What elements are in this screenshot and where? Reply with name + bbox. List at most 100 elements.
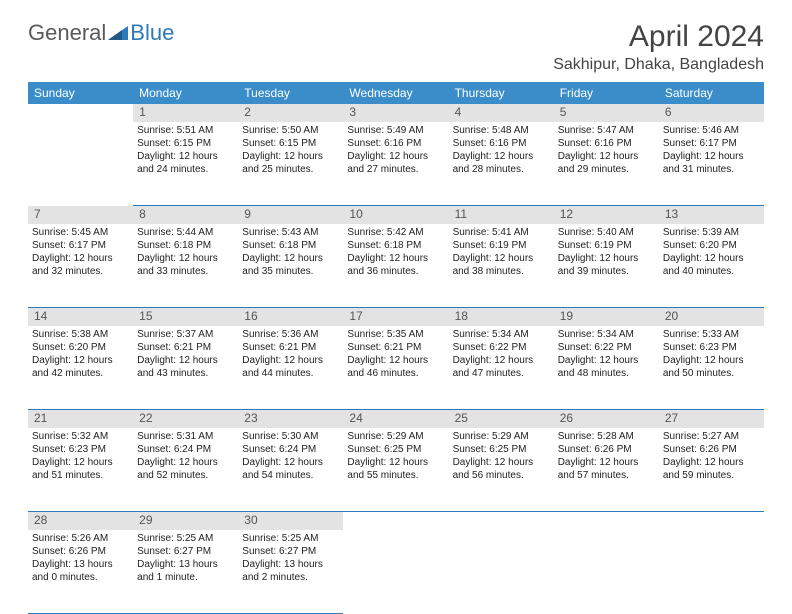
- sunrise-text: Sunrise: 5:38 AM: [32, 328, 129, 341]
- day1-text: Daylight: 12 hours: [558, 456, 655, 469]
- sunrise-text: Sunrise: 5:25 AM: [242, 532, 339, 545]
- weekday-header: Friday: [554, 82, 659, 104]
- day-cell: Sunrise: 5:34 AMSunset: 6:22 PMDaylight:…: [449, 326, 554, 410]
- day2-text: and 51 minutes.: [32, 469, 129, 482]
- day-number: 10: [343, 206, 448, 224]
- day2-text: and 43 minutes.: [137, 367, 234, 380]
- day1-text: Daylight: 13 hours: [242, 558, 339, 571]
- day-number: 24: [343, 410, 448, 428]
- day1-text: Daylight: 12 hours: [663, 354, 760, 367]
- day-cell: Sunrise: 5:41 AMSunset: 6:19 PMDaylight:…: [449, 224, 554, 308]
- day-number: 8: [133, 206, 238, 224]
- day2-text: and 59 minutes.: [663, 469, 760, 482]
- day-cell-content: Sunrise: 5:29 AMSunset: 6:25 PMDaylight:…: [453, 430, 550, 482]
- sunrise-text: Sunrise: 5:43 AM: [242, 226, 339, 239]
- day2-text: and 42 minutes.: [32, 367, 129, 380]
- day1-text: Daylight: 12 hours: [32, 354, 129, 367]
- sunset-text: Sunset: 6:20 PM: [663, 239, 760, 252]
- day-cell-content: Sunrise: 5:26 AMSunset: 6:26 PMDaylight:…: [32, 532, 129, 584]
- sunset-text: Sunset: 6:15 PM: [242, 137, 339, 150]
- day2-text: and 48 minutes.: [558, 367, 655, 380]
- day-number-row: 78910111213: [28, 206, 764, 224]
- sunrise-text: Sunrise: 5:32 AM: [32, 430, 129, 443]
- day-cell: Sunrise: 5:38 AMSunset: 6:20 PMDaylight:…: [28, 326, 133, 410]
- day-number: 23: [238, 410, 343, 428]
- day-cell-content: Sunrise: 5:35 AMSunset: 6:21 PMDaylight:…: [347, 328, 444, 380]
- sunset-text: Sunset: 6:26 PM: [32, 545, 129, 558]
- day-cell: Sunrise: 5:40 AMSunset: 6:19 PMDaylight:…: [554, 224, 659, 308]
- day-number-row: 123456: [28, 104, 764, 122]
- day-cell-content: Sunrise: 5:25 AMSunset: 6:27 PMDaylight:…: [137, 532, 234, 584]
- day-cell: [659, 530, 764, 614]
- day1-text: Daylight: 12 hours: [242, 252, 339, 265]
- sunset-text: Sunset: 6:23 PM: [32, 443, 129, 456]
- calendar-body: 123456Sunrise: 5:51 AMSunset: 6:15 PMDay…: [28, 104, 764, 614]
- day-cell: Sunrise: 5:51 AMSunset: 6:15 PMDaylight:…: [133, 122, 238, 206]
- weekday-header: Monday: [133, 82, 238, 104]
- day-cell-content: Sunrise: 5:31 AMSunset: 6:24 PMDaylight:…: [137, 430, 234, 482]
- sunrise-text: Sunrise: 5:45 AM: [32, 226, 129, 239]
- day-number: 13: [659, 206, 764, 224]
- sunset-text: Sunset: 6:21 PM: [242, 341, 339, 354]
- day2-text: and 32 minutes.: [32, 265, 129, 278]
- day-number: 1: [133, 104, 238, 122]
- sunset-text: Sunset: 6:16 PM: [558, 137, 655, 150]
- day1-text: Daylight: 12 hours: [453, 252, 550, 265]
- day-cell-content: Sunrise: 5:37 AMSunset: 6:21 PMDaylight:…: [137, 328, 234, 380]
- day-cell: [28, 122, 133, 206]
- day-cell: Sunrise: 5:34 AMSunset: 6:22 PMDaylight:…: [554, 326, 659, 410]
- day1-text: Daylight: 12 hours: [663, 456, 760, 469]
- day-cell-content: Sunrise: 5:45 AMSunset: 6:17 PMDaylight:…: [32, 226, 129, 278]
- day-number: 12: [554, 206, 659, 224]
- day1-text: Daylight: 12 hours: [32, 456, 129, 469]
- day-cell-content: Sunrise: 5:36 AMSunset: 6:21 PMDaylight:…: [242, 328, 339, 380]
- day2-text: and 0 minutes.: [32, 571, 129, 584]
- day-cell: Sunrise: 5:25 AMSunset: 6:27 PMDaylight:…: [133, 530, 238, 614]
- day-content-row: Sunrise: 5:26 AMSunset: 6:26 PM Daylight:…: [28, 530, 764, 614]
- day-cell-content: Sunrise: 5:38 AMSunset: 6:20 PMDaylight:…: [32, 328, 129, 380]
- day1-text: Daylight: 12 hours: [347, 252, 444, 265]
- day-number: 15: [133, 308, 238, 326]
- title-block: April 2024 Sakhipur, Dhaka, Bangladesh: [553, 20, 764, 74]
- day-cell: Sunrise: 5:47 AMSunset: 6:16 PMDaylight:…: [554, 122, 659, 206]
- day1-text: Daylight: 12 hours: [663, 150, 760, 163]
- day-number: 6: [659, 104, 764, 122]
- day-cell: [554, 530, 659, 614]
- sunrise-text: Sunrise: 5:26 AM: [32, 532, 129, 545]
- day-cell: Sunrise: 5:43 AMSunset: 6:18 PMDaylight:…: [238, 224, 343, 308]
- sunset-text: Sunset: 6:18 PM: [347, 239, 444, 252]
- day-cell: Sunrise: 5:44 AMSunset: 6:18 PMDaylight:…: [133, 224, 238, 308]
- day-number: 29: [133, 512, 238, 530]
- day-cell: Sunrise: 5:31 AMSunset: 6:24 PMDaylight:…: [133, 428, 238, 512]
- day-cell-content: Sunrise: 5:34 AMSunset: 6:22 PMDaylight:…: [453, 328, 550, 380]
- day-cell: Sunrise: 5:25 AMSunset: 6:27 PMDaylight:…: [238, 530, 343, 614]
- weekday-header: Sunday: [28, 82, 133, 104]
- day2-text: and 24 minutes.: [137, 163, 234, 176]
- sunset-text: Sunset: 6:15 PM: [137, 137, 234, 150]
- sunrise-text: Sunrise: 5:34 AM: [453, 328, 550, 341]
- day1-text: Daylight: 12 hours: [137, 150, 234, 163]
- day-number: 2: [238, 104, 343, 122]
- weekday-header: Tuesday: [238, 82, 343, 104]
- day1-text: Daylight: 12 hours: [137, 456, 234, 469]
- day-cell: Sunrise: 5:28 AMSunset: 6:26 PMDaylight:…: [554, 428, 659, 512]
- sunrise-text: Sunrise: 5:51 AM: [137, 124, 234, 137]
- day1-text: Daylight: 12 hours: [558, 252, 655, 265]
- day-cell-content: Sunrise: 5:27 AMSunset: 6:26 PMDaylight:…: [663, 430, 760, 482]
- day-cell: Sunrise: 5:42 AMSunset: 6:18 PMDaylight:…: [343, 224, 448, 308]
- day-number: 20: [659, 308, 764, 326]
- day-cell-content: Sunrise: 5:47 AMSunset: 6:16 PMDaylight:…: [558, 124, 655, 176]
- day-cell-content: Sunrise: 5:29 AMSunset: 6:25 PMDaylight:…: [347, 430, 444, 482]
- sunrise-text: Sunrise: 5:31 AM: [137, 430, 234, 443]
- sunrise-text: Sunrise: 5:44 AM: [137, 226, 234, 239]
- day-number: [28, 104, 133, 122]
- day-cell-content: Sunrise: 5:42 AMSunset: 6:18 PMDaylight:…: [347, 226, 444, 278]
- day-cell: Sunrise: 5:50 AMSunset: 6:15 PMDaylight:…: [238, 122, 343, 206]
- sunset-text: Sunset: 6:24 PM: [137, 443, 234, 456]
- weekday-header: Wednesday: [343, 82, 448, 104]
- sunrise-text: Sunrise: 5:46 AM: [663, 124, 760, 137]
- day-cell-content: Sunrise: 5:50 AMSunset: 6:15 PMDaylight:…: [242, 124, 339, 176]
- day1-text: Daylight: 13 hours: [137, 558, 234, 571]
- day-content-row: Sunrise: 5:32 AMSunset: 6:23 PMDaylight:…: [28, 428, 764, 512]
- day2-text: and 52 minutes.: [137, 469, 234, 482]
